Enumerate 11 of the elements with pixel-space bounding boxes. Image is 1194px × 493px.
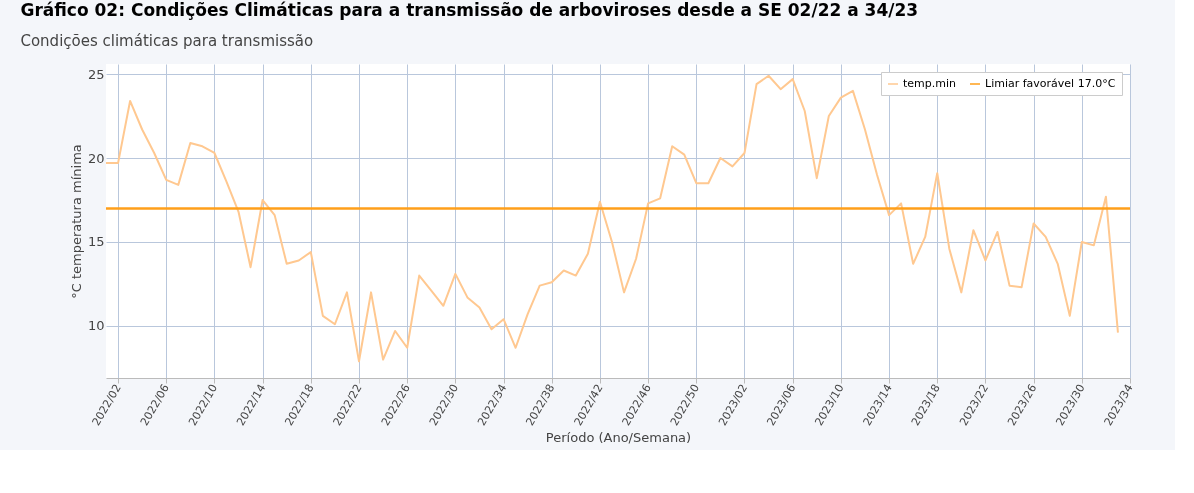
- chart-title: Gráfico 02: Condições Climáticas para a transmissão de arboviroses desde a SE 02/22 a 34/23: [20, 0, 919, 20]
- y-tick-label: 20: [87, 150, 105, 166]
- chart-subtitle: Condições climáticas para transmissão: [20, 32, 314, 50]
- line-series: [105, 74, 1119, 363]
- y-tick-label: 10: [87, 318, 105, 334]
- y-axis-title: °C temperatura mínima: [68, 144, 84, 299]
- y-tick-label: 15: [87, 234, 105, 250]
- legend-label: Limiar favorável 17.0°C: [985, 77, 1116, 90]
- y-tick-label: 25: [87, 66, 105, 82]
- legend-label: temp.min: [903, 77, 957, 90]
- x-axis-title: Período (Ano/Semana): [545, 429, 692, 445]
